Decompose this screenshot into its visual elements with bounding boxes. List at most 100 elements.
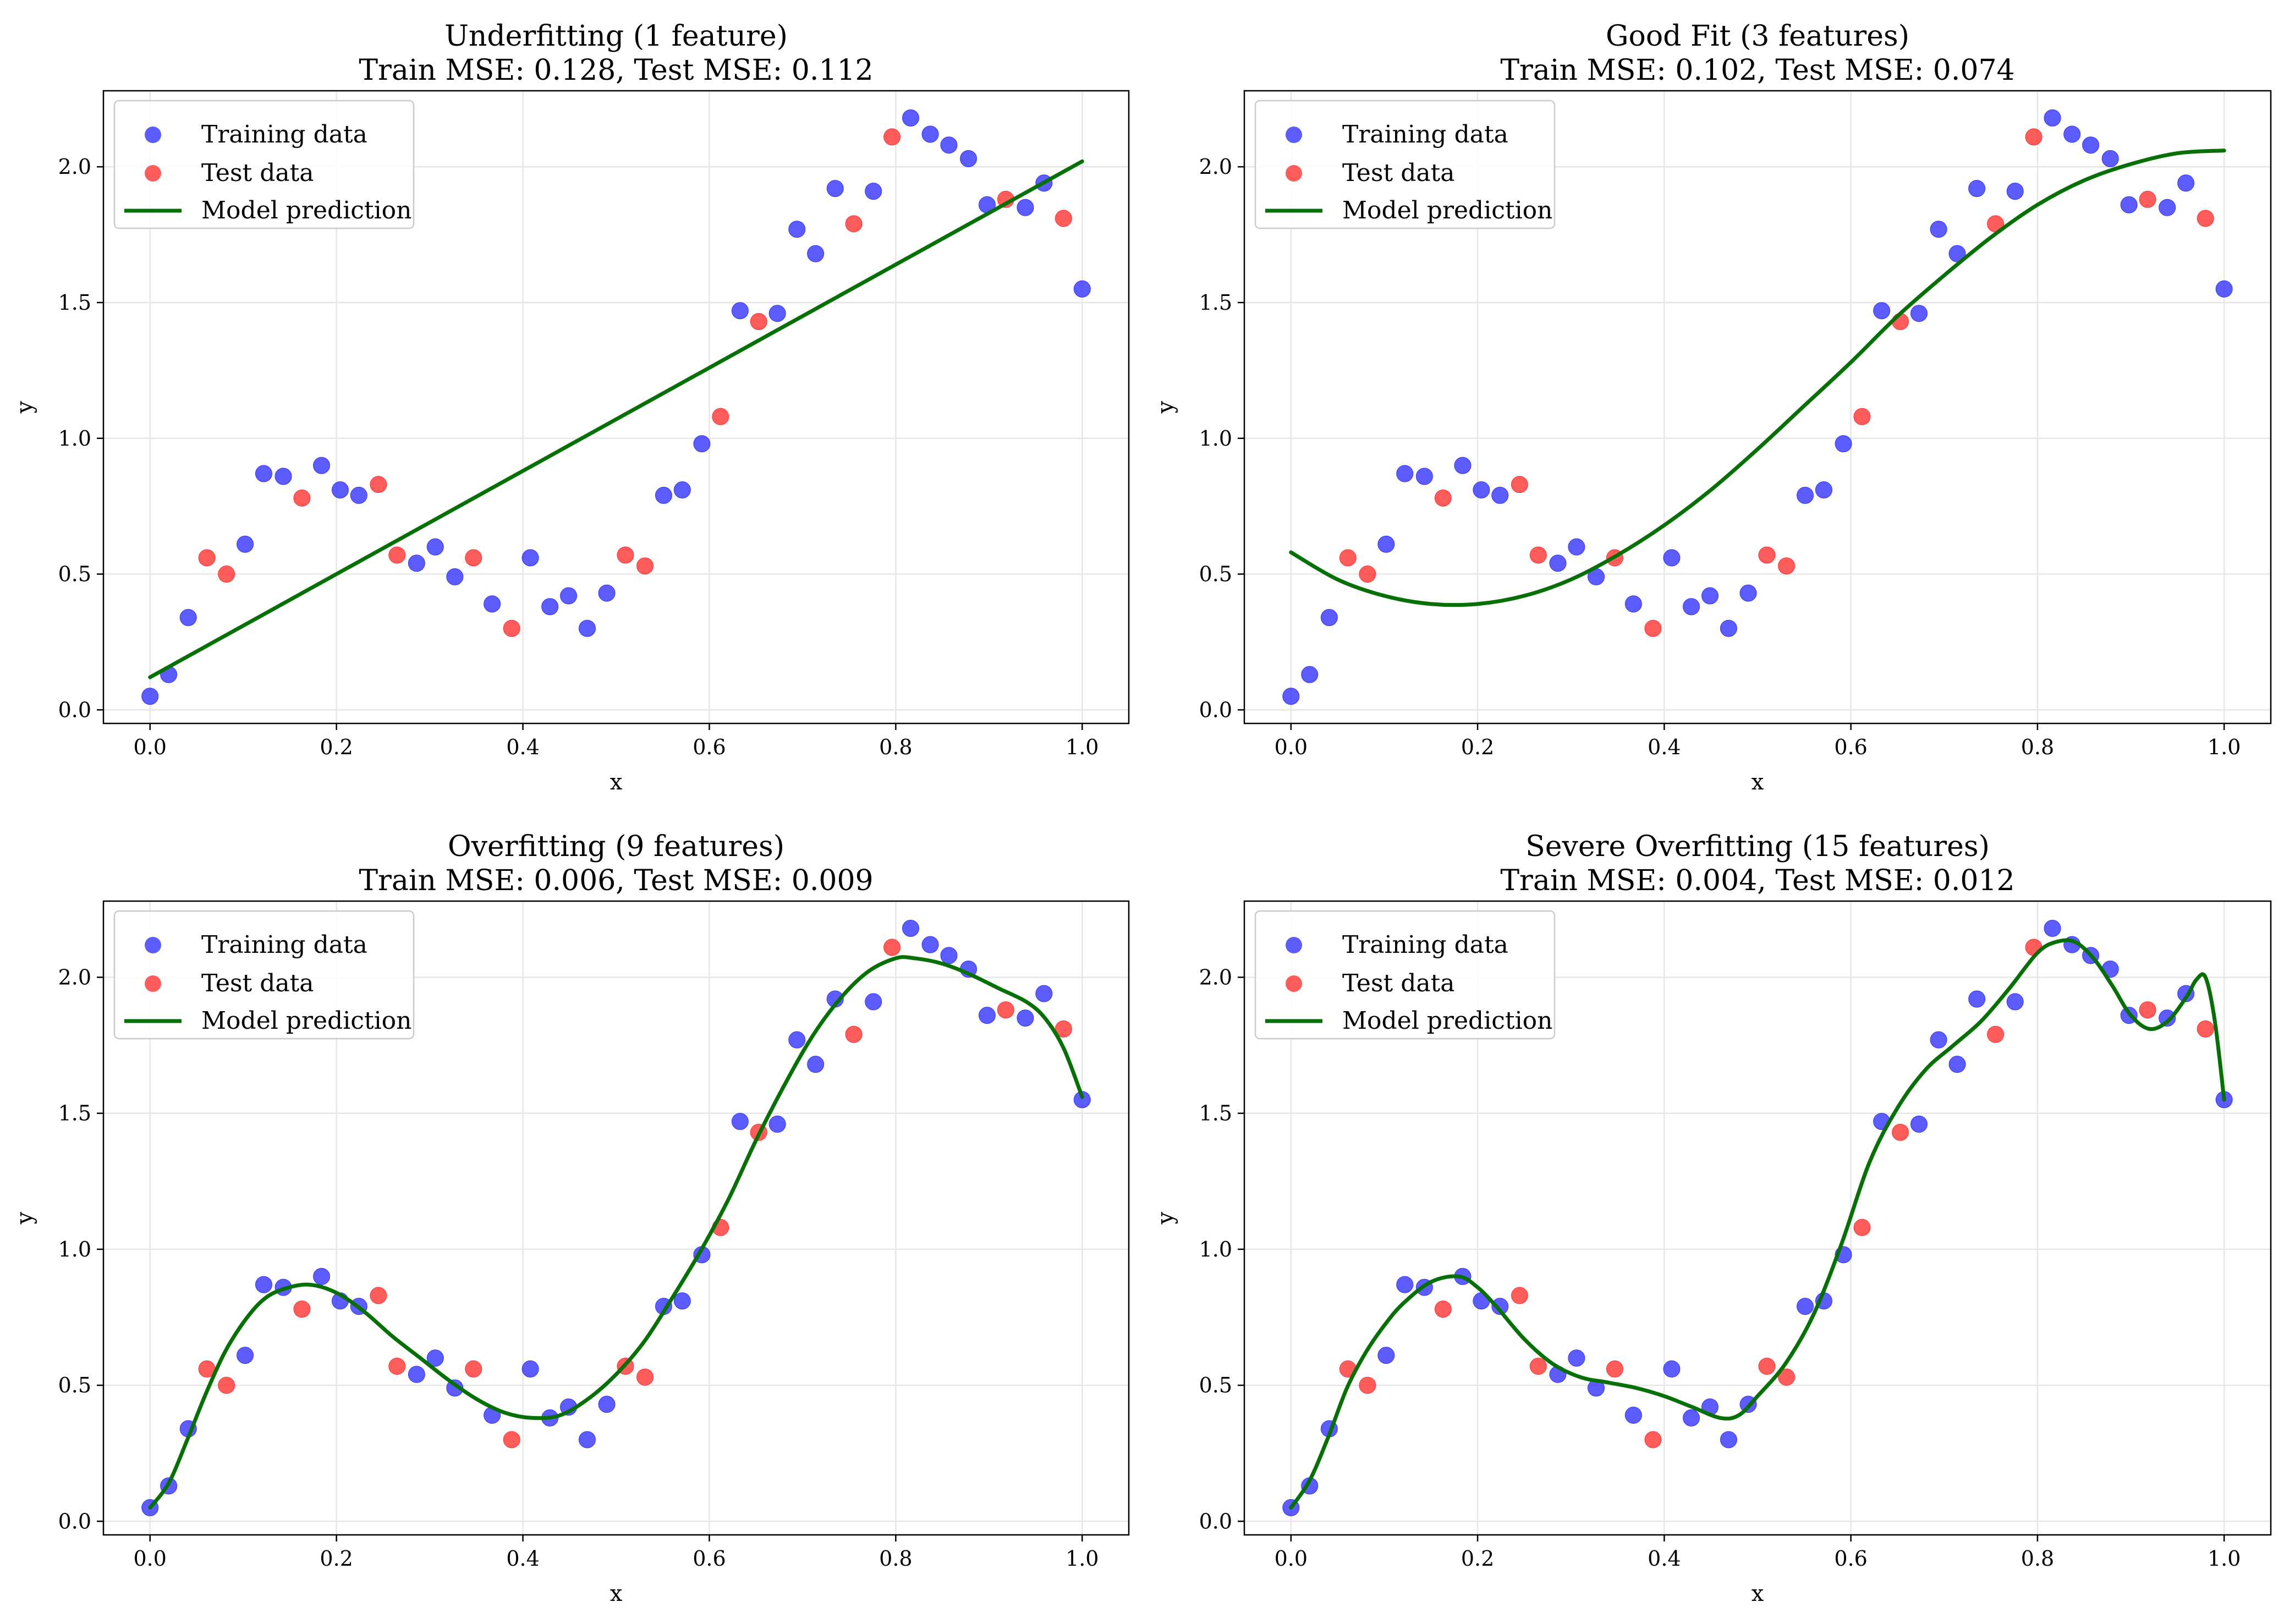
training-point <box>578 1431 596 1449</box>
test-point <box>503 619 520 637</box>
training-point <box>560 587 578 605</box>
training-point <box>921 125 939 143</box>
test-point <box>1055 1020 1072 1038</box>
training-point <box>237 1347 254 1364</box>
training-point <box>484 595 501 613</box>
training-point <box>1948 245 1966 262</box>
plot-area <box>1282 109 2233 705</box>
y-tick-label: 0.5 <box>1199 562 1232 586</box>
y-tick-label: 2.0 <box>1199 965 1232 989</box>
training-point <box>1320 609 1338 627</box>
chart-panel-1: Underfitting (1 feature)Train MSE: 0.128… <box>12 20 1130 795</box>
plot-area <box>141 109 1091 705</box>
training-point <box>1910 1115 1928 1133</box>
x-tick-label: 0.8 <box>2021 1546 2054 1571</box>
training-point <box>598 584 616 602</box>
test-point <box>1359 566 1376 583</box>
training-point <box>521 1360 539 1378</box>
training-point <box>1797 486 1814 504</box>
test-point <box>2139 190 2156 208</box>
plot-area <box>141 919 1091 1517</box>
chart-title: Good Fit (3 features) <box>1606 20 1909 53</box>
test-point <box>465 1360 482 1378</box>
y-tick-label: 1.5 <box>1199 1101 1232 1126</box>
x-axis-label: x <box>610 1581 623 1606</box>
x-tick-label: 0.4 <box>1648 735 1681 759</box>
training-point <box>1720 619 1737 637</box>
training-point <box>2006 993 2024 1011</box>
training-point <box>2177 174 2195 192</box>
training-point <box>655 486 672 504</box>
training-point <box>940 136 958 154</box>
training-point <box>1377 535 1395 553</box>
training-point <box>426 538 444 556</box>
training-point <box>426 1349 444 1367</box>
test-point <box>1778 1368 1796 1386</box>
training-point <box>446 568 464 585</box>
x-tick-label: 0.2 <box>1461 1546 1494 1571</box>
training-point <box>731 1112 749 1130</box>
model-prediction-line <box>148 159 1084 679</box>
chart-subtitle: Train MSE: 0.102, Test MSE: 0.074 <box>1500 54 2014 87</box>
test-point <box>1644 619 1662 637</box>
legend-test-label: Test data <box>1342 969 1455 997</box>
test-point <box>1853 408 1871 425</box>
training-point <box>313 457 331 474</box>
legend-model-label: Model prediction <box>201 1007 412 1035</box>
test-point <box>293 1301 311 1318</box>
legend-training-marker <box>145 127 161 143</box>
training-point <box>940 947 958 964</box>
test-point <box>1644 1431 1662 1449</box>
training-point <box>1473 481 1490 499</box>
training-point <box>693 435 711 453</box>
training-point <box>1377 1347 1395 1364</box>
y-tick-label: 1.5 <box>1199 290 1232 315</box>
test-point <box>370 476 387 493</box>
training-point <box>826 180 844 197</box>
training-point <box>1017 1009 1034 1027</box>
training-point <box>960 150 978 167</box>
training-point <box>255 465 272 482</box>
training-point <box>2159 1009 2176 1027</box>
training-point <box>768 1115 786 1133</box>
training-point <box>141 688 159 705</box>
test-point <box>218 1376 235 1394</box>
training-point <box>2044 919 2061 937</box>
legend-test-marker <box>145 165 161 182</box>
axes-frame <box>1243 900 2272 1536</box>
training-point <box>1930 1031 1947 1049</box>
test-point <box>1892 1123 1909 1141</box>
training-point <box>1035 985 1053 1002</box>
x-tick-label: 0.8 <box>879 735 912 759</box>
training-point <box>1454 457 1472 474</box>
training-point <box>1797 1298 1814 1315</box>
legend-test-marker <box>145 975 161 992</box>
training-point <box>598 1396 616 1413</box>
test-point <box>1359 1376 1376 1394</box>
x-tick-label: 0.6 <box>1834 1546 1867 1571</box>
legend-model-label: Model prediction <box>1342 1007 1553 1035</box>
test-point <box>198 549 216 567</box>
model-prediction-line <box>1289 149 2226 607</box>
legend-test-label: Test data <box>201 159 314 187</box>
training-point <box>1701 587 1719 605</box>
training-point <box>1948 1056 1966 1073</box>
x-tick-label: 0.4 <box>506 735 539 759</box>
training-point <box>2101 150 2119 167</box>
training-point <box>768 305 786 322</box>
training-point <box>1568 538 1585 556</box>
test-point <box>1529 1357 1547 1375</box>
training-point <box>1282 688 1300 705</box>
training-point <box>1739 584 1757 602</box>
training-point <box>255 1276 272 1293</box>
test-point <box>883 128 901 146</box>
x-tick-label: 0.0 <box>134 1546 167 1571</box>
test-point <box>293 489 311 507</box>
test-point <box>636 1368 654 1386</box>
test-point <box>1853 1219 1871 1236</box>
x-tick-label: 0.8 <box>879 1546 912 1571</box>
training-point <box>1910 305 1928 322</box>
test-point <box>1055 210 1072 227</box>
y-tick-label: 2.0 <box>58 155 91 179</box>
training-point <box>274 468 292 485</box>
